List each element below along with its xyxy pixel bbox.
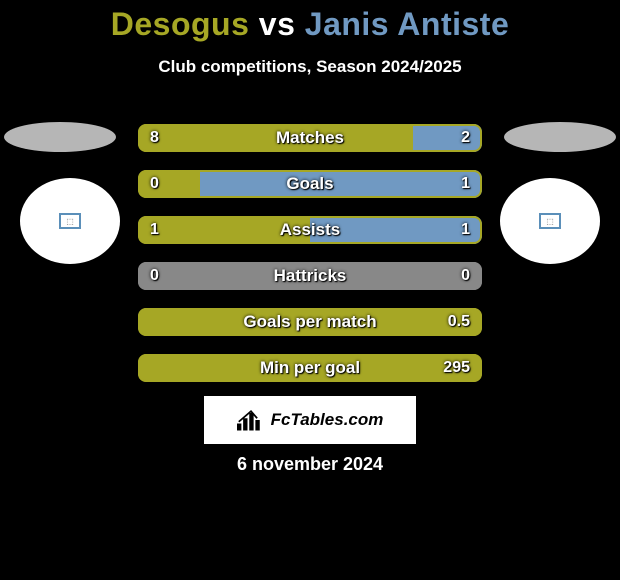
player2-badge-icon: ⬚ xyxy=(539,213,561,229)
logo-box: FcTables.com xyxy=(204,396,416,444)
stat-bars-container: Matches82 Goals01 Assists11 Hattricks00 Goal… xyxy=(138,124,482,400)
logo-text: FcTables.com xyxy=(271,410,384,430)
decoration-ellipse-right xyxy=(504,122,616,152)
stat-row: Hattricks00 xyxy=(138,262,482,290)
stat-row: Goals01 xyxy=(138,170,482,198)
player2-badge: ⬚ xyxy=(500,178,600,264)
stat-bar-left xyxy=(138,354,482,382)
stat-bar-left xyxy=(138,308,482,336)
logo-icon xyxy=(237,409,265,431)
stat-row: Matches82 xyxy=(138,124,482,152)
stat-bar-left xyxy=(138,216,310,244)
stat-bar-left xyxy=(138,170,200,198)
vs-text: vs xyxy=(259,6,296,42)
player2-name: Janis Antiste xyxy=(305,6,509,42)
player1-badge-icon: ⬚ xyxy=(59,213,81,229)
stat-bar-right xyxy=(200,170,482,198)
comparison-title: Desogus vs Janis Antiste xyxy=(0,0,620,43)
stat-row: Goals per match0.5 xyxy=(138,308,482,336)
stat-row: Min per goal295 xyxy=(138,354,482,382)
stat-bar-right xyxy=(310,262,482,290)
stat-bar-right xyxy=(310,216,482,244)
stat-bar-left xyxy=(138,124,413,152)
player1-name: Desogus xyxy=(111,6,250,42)
subtitle: Club competitions, Season 2024/2025 xyxy=(0,57,620,77)
stat-bar-right xyxy=(413,124,482,152)
decoration-ellipse-left xyxy=(4,122,116,152)
player1-badge: ⬚ xyxy=(20,178,120,264)
date: 6 november 2024 xyxy=(0,454,620,475)
stat-bar-left xyxy=(138,262,310,290)
stat-row: Assists11 xyxy=(138,216,482,244)
